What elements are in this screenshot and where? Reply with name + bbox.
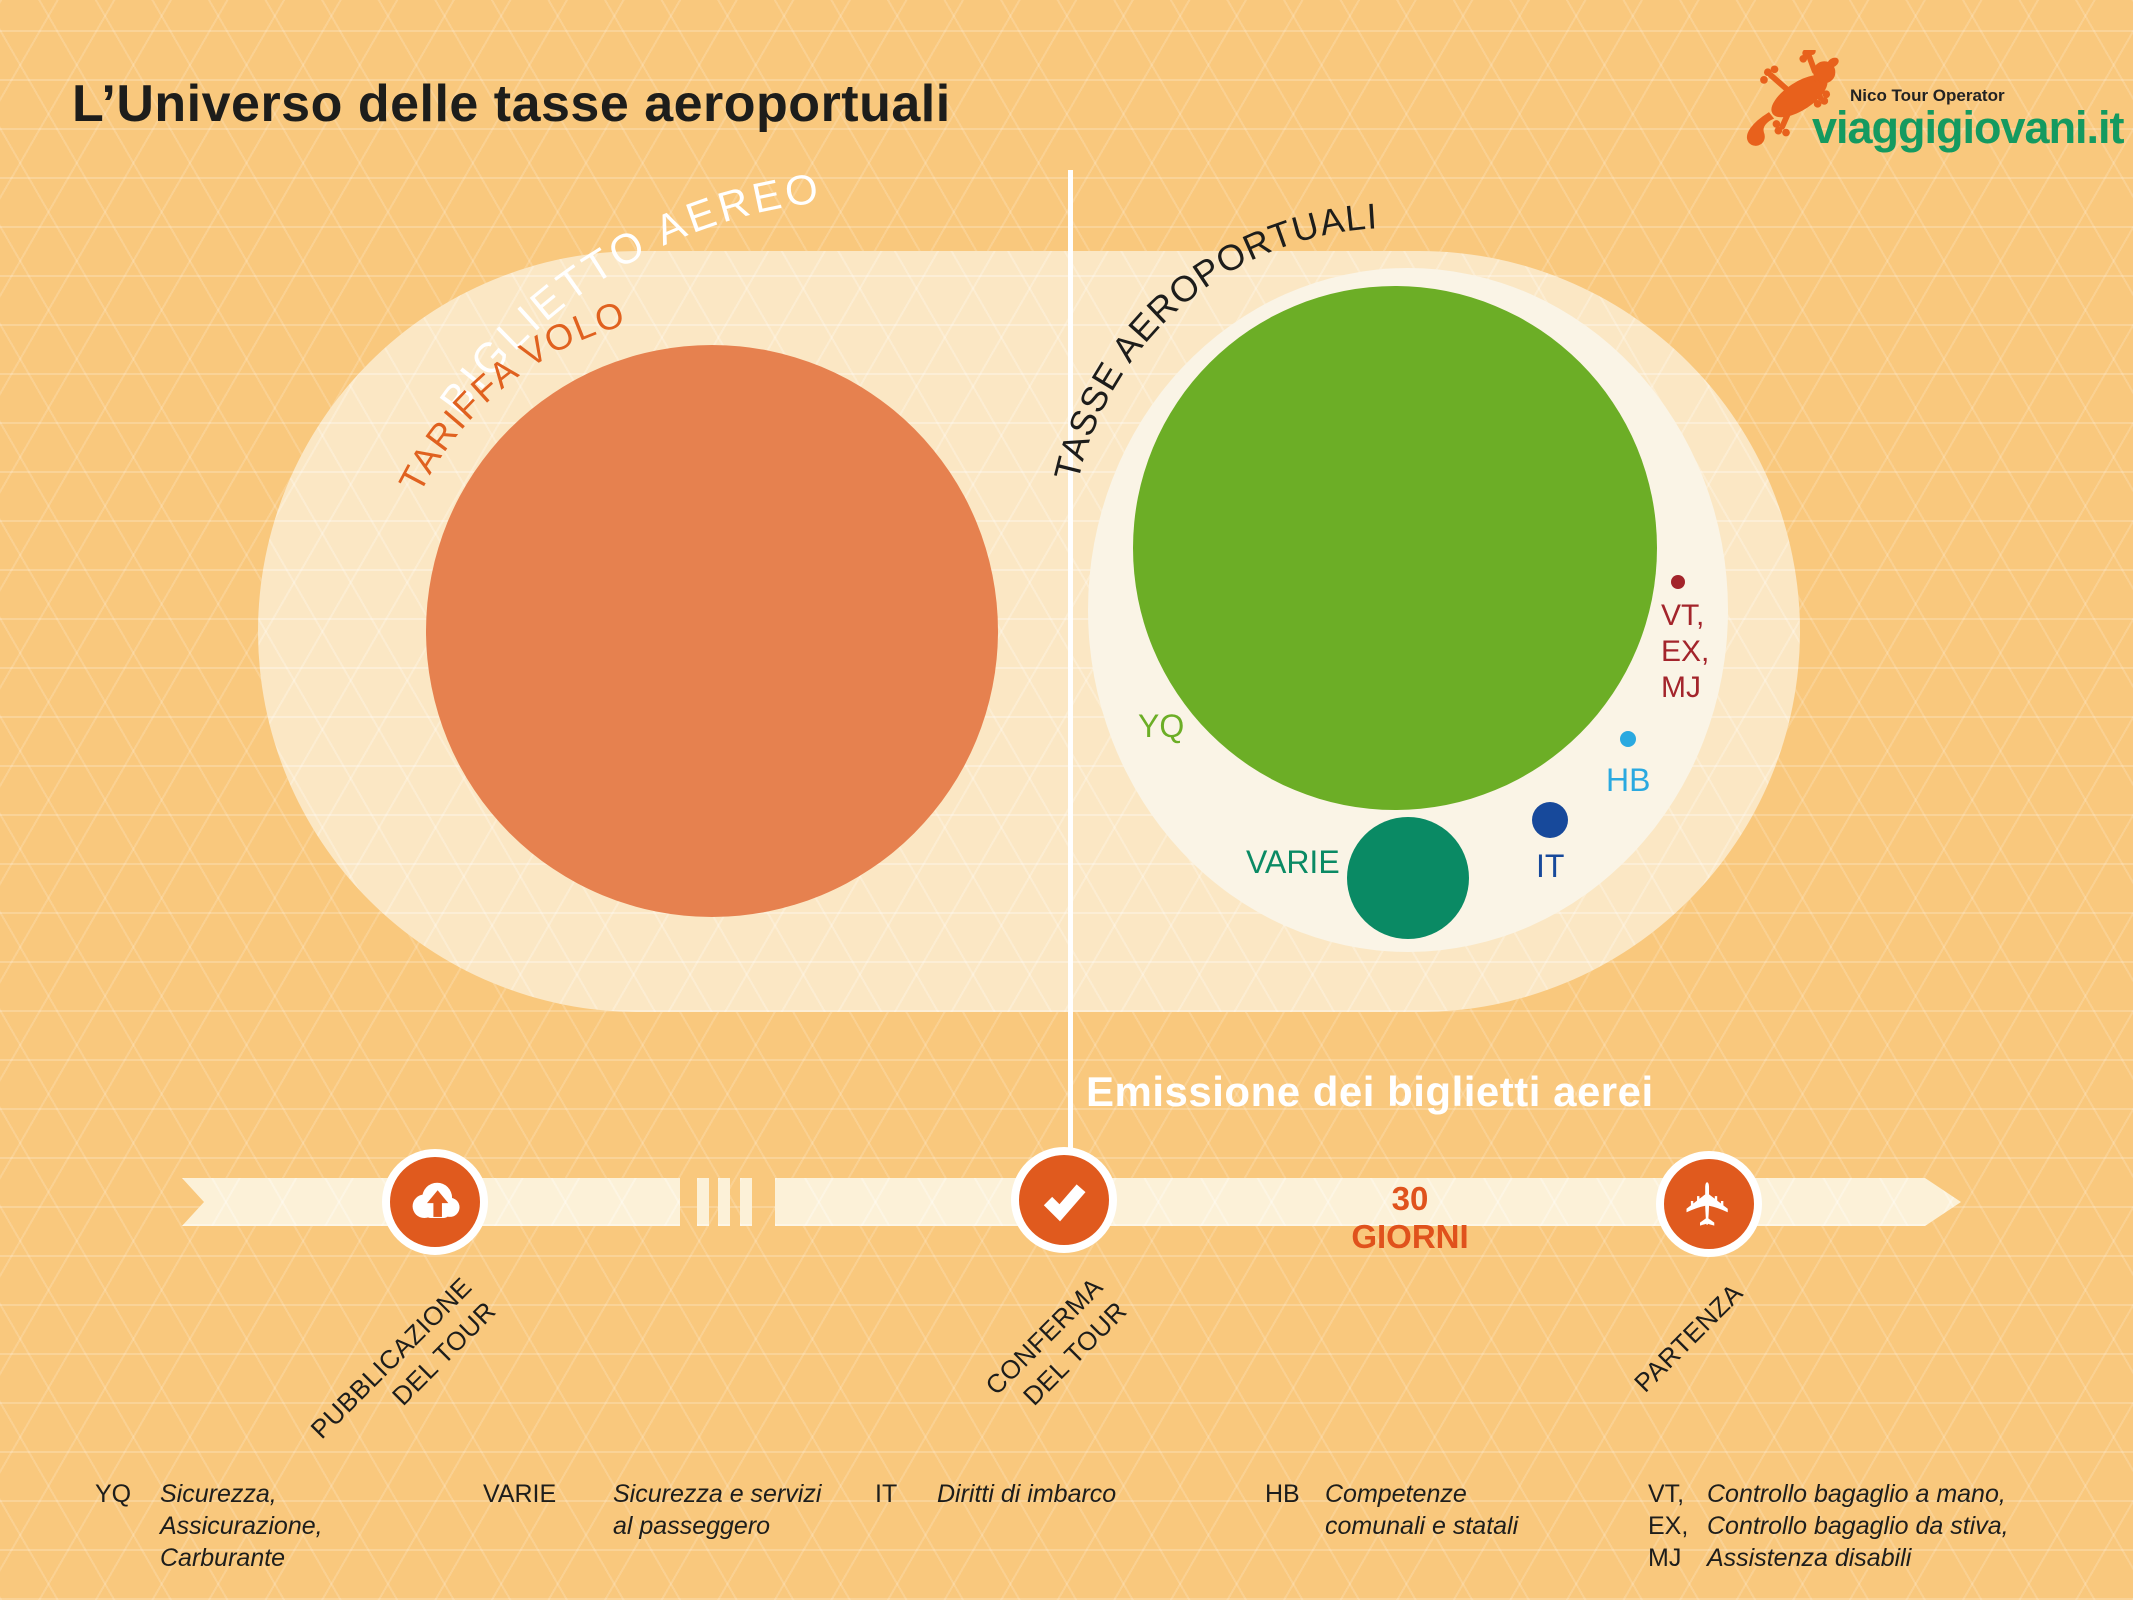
timeline-dash [718, 1178, 730, 1226]
legend-row-vt-ex-mj: VT, EX, MJ Controllo bagaglio a mano, Co… [1648, 1478, 2009, 1574]
emission-note: Emissione dei biglietti aerei [1086, 1068, 1654, 1115]
legend-desc: Diritti di imbarco [937, 1480, 1117, 1508]
timeline-band-right-arrow [775, 1178, 1961, 1226]
brand-name: viaggigiovani.it [1812, 102, 2125, 153]
vt-ex-mj-label: VT, EX, MJ [1661, 599, 1710, 704]
it-label: IT [1536, 848, 1565, 884]
legend-desc: Sicurezza, Assicurazione, Carburante [160, 1480, 323, 1572]
yq-label: YQ [1138, 708, 1185, 744]
tariffa-volo-circle [426, 345, 998, 917]
timeline-dash [740, 1178, 752, 1226]
vt-ex-mj-dot [1671, 575, 1685, 589]
yq-circle [1133, 286, 1657, 810]
milestone-label-conferma: CONFERMA DEL TOUR [979, 1271, 1133, 1412]
legend-row-hb: HB Competenze comunali e statali [1265, 1478, 1518, 1542]
legend-row-yq: YQ Sicurezza, Assicurazione, Carburante [95, 1478, 323, 1574]
emission-divider-line [1068, 170, 1073, 1205]
plane-icon: ✈ [1656, 1151, 1762, 1257]
varie-label: VARIE [1246, 844, 1340, 880]
it-circle [1532, 802, 1568, 838]
brand-logo[interactable]: Nico Tour Operator viaggigiovani.it [1740, 50, 2125, 155]
milestone-label-pubblicazione: PUBBLICAZIONE DEL TOUR [304, 1271, 502, 1445]
timeline-dash [697, 1178, 709, 1226]
legend-key: IT [875, 1480, 898, 1508]
brand-tagline: Nico Tour Operator [1850, 86, 2005, 105]
hb-dot [1620, 731, 1636, 747]
legend-key: HB [1265, 1480, 1300, 1508]
legend-desc: Controllo bagaglio a mano, Controllo bag… [1707, 1480, 2009, 1572]
page-title: L’Universo delle tasse aeroportuali [72, 75, 951, 133]
hb-label: HB [1606, 762, 1651, 798]
gecko-icon [1747, 50, 1839, 146]
legend-row-it: IT Diritti di imbarco [875, 1478, 1116, 1510]
plane-glyph: ✈ [1675, 1178, 1742, 1230]
legend-key: VARIE [483, 1480, 557, 1508]
legend-desc: Sicurezza e servizi al passeggero [613, 1480, 822, 1540]
cloud-upload-icon [382, 1149, 488, 1255]
varie-circle [1347, 817, 1469, 939]
check-icon [1011, 1147, 1117, 1253]
duration-label: 30 GIORNI [1351, 1180, 1469, 1255]
legend-key: YQ [95, 1480, 132, 1508]
legend-row-varie: VARIE Sicurezza e servizi al passeggero [483, 1478, 821, 1542]
legend-desc: Competenze comunali e statali [1325, 1480, 1519, 1540]
legend-key: VT, EX, MJ [1648, 1480, 1689, 1572]
